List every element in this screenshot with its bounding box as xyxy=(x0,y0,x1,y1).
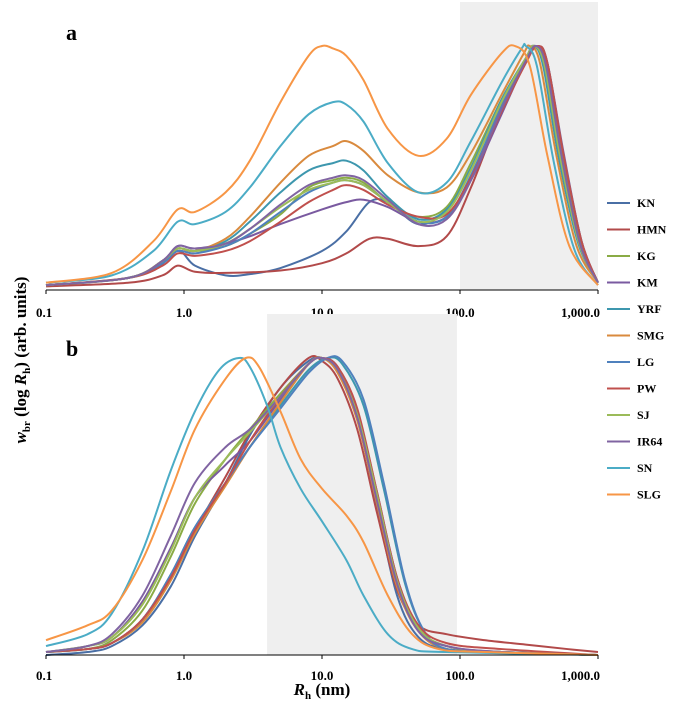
panel-label-b: b xyxy=(66,336,78,361)
series-line-ir64 xyxy=(45,44,599,287)
x-tick-label: 1.0 xyxy=(176,305,192,320)
series-line-slg xyxy=(45,44,599,286)
legend-label-sn: SN xyxy=(637,461,653,475)
y-title-h: h xyxy=(21,368,33,374)
x-tick-label: 1,000.0 xyxy=(561,305,600,320)
x-title-R: R xyxy=(293,680,305,699)
series-line-sn xyxy=(45,42,599,286)
legend-label-smg: SMG xyxy=(637,329,664,343)
panel-b: 0.1 1.0 10.0 100.0 1,000.0 b xyxy=(36,314,600,683)
legend-label-ir64: IR64 xyxy=(637,435,662,449)
series-line-kn xyxy=(45,355,599,656)
x-tick-label: 1,000.0 xyxy=(561,668,600,683)
legend-label-kg: KG xyxy=(637,249,656,263)
legend-label-yrf: YRF xyxy=(637,302,662,316)
x-tick-label: 100.0 xyxy=(445,668,474,683)
x-ticks-b: 0.1 1.0 10.0 100.0 1,000.0 xyxy=(36,655,600,683)
series-line-slg xyxy=(45,356,599,656)
series-line-pw xyxy=(45,44,599,287)
series-line-sj xyxy=(45,44,599,287)
x-tick-label: 0.1 xyxy=(36,668,52,683)
legend-label-hmn: HMN xyxy=(637,223,667,237)
shaded-region-b xyxy=(267,314,457,655)
y-axis-title: wbr (log Rh) (arb. units) xyxy=(11,277,33,444)
legend-label-slg: SLG xyxy=(637,488,661,502)
legend-label-lg: LG xyxy=(637,355,654,369)
x-tick-label: 10.0 xyxy=(311,668,334,683)
series-lines-a xyxy=(45,42,599,288)
x-title-rest: (nm) xyxy=(311,680,350,699)
legend-label-pw: PW xyxy=(637,382,656,396)
x-axis-title: Rh (nm) xyxy=(293,680,351,702)
y-title-sub: br xyxy=(21,421,33,432)
series-line-ir64 xyxy=(45,356,599,656)
y-title-rest2: ) (arb. units) xyxy=(11,277,30,368)
legend-label-km: KM xyxy=(637,276,658,290)
legend: KN HMN KG KM YRF SMG LG PW SJ IR64 SN SLG xyxy=(607,196,667,502)
y-title-w: w xyxy=(11,431,30,443)
x-tick-label: 0.1 xyxy=(36,305,52,320)
panel-a: 0.1 1.0 10.0 100.0 1,000.0 a xyxy=(36,2,600,320)
y-title-R: R xyxy=(11,374,30,386)
panel-label-a: a xyxy=(66,20,77,45)
series-line-sn xyxy=(45,356,599,656)
x-title-sub: h xyxy=(305,690,311,702)
legend-label-sj: SJ xyxy=(637,408,650,422)
series-lines-b xyxy=(45,355,599,656)
x-tick-label: 1.0 xyxy=(176,668,192,683)
y-title-rest1: (log xyxy=(11,385,30,421)
legend-label-kn: KN xyxy=(637,196,655,210)
